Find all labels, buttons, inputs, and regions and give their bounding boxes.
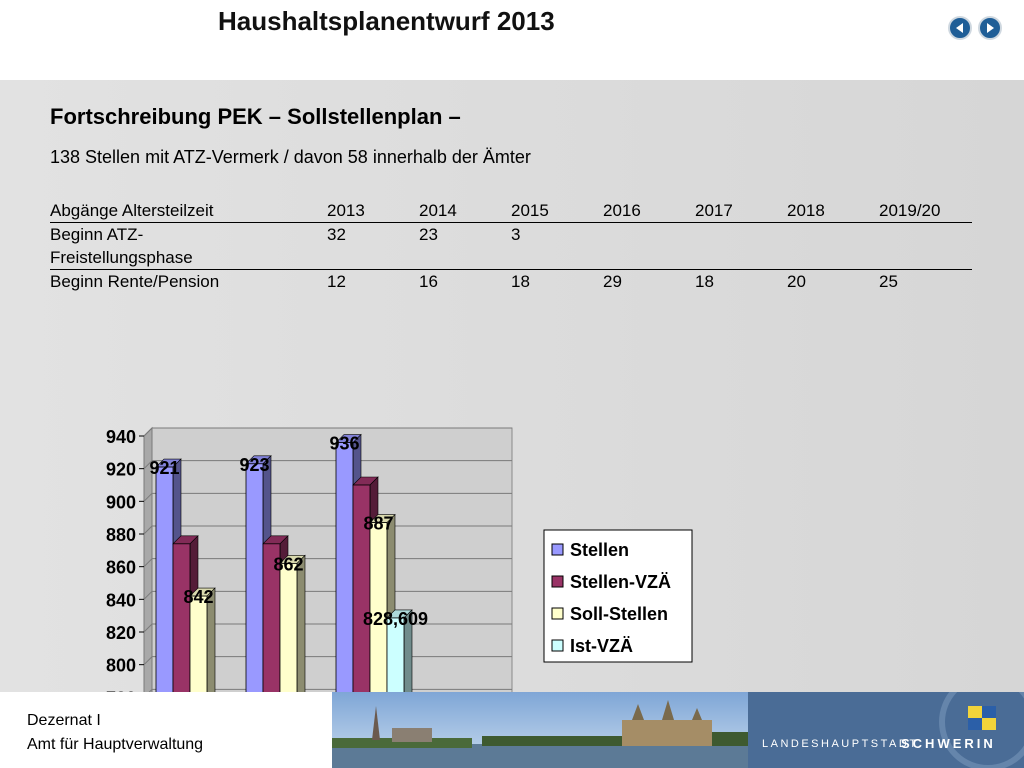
- table-cell: 20: [787, 272, 806, 291]
- office-line: Amt für Hauptverwaltung: [27, 736, 204, 753]
- gridline-diagonal: [143, 558, 153, 568]
- subtitle: 138 Stellen mit ATZ-Vermerk / davon 58 i…: [50, 147, 531, 167]
- legend-swatch: [551, 575, 564, 588]
- previous-icon[interactable]: [948, 16, 972, 40]
- table-cell: 18: [695, 272, 714, 291]
- section-title: Fortschreibung PEK – Sollstellenplan –: [50, 104, 461, 129]
- table-cell: [695, 222, 787, 270]
- gridline-diagonal: [143, 590, 153, 600]
- legend-swatch: [551, 607, 564, 620]
- table-row: Beginn ATZ- Freistellungsphase 32 23 3: [50, 222, 972, 270]
- table-cell: 23: [419, 222, 511, 270]
- gridline-diagonal: [143, 656, 153, 666]
- table-cell: 32: [327, 222, 419, 270]
- table-header-cell: 2019/20: [879, 199, 972, 223]
- data-label: 887: [363, 514, 393, 534]
- legend-label: Ist-VZÄ: [570, 636, 633, 656]
- brand-prefix: LANDESHAUPTSTADT: [762, 738, 919, 750]
- city-photo: [332, 692, 748, 768]
- slide-content: Fortschreibung PEK – Sollstellenplan – 1…: [0, 80, 1024, 766]
- city-brand: LANDESHAUPTSTADT SCHWERIN: [748, 692, 1024, 768]
- legend-label: Stellen-VZÄ: [570, 572, 671, 592]
- data-label: 842: [183, 587, 213, 607]
- table-row-label: Beginn Rente/Pension: [50, 272, 220, 291]
- legend-label: Soll-Stellen: [570, 604, 668, 624]
- table-row-label-line: Beginn ATZ-: [50, 225, 144, 244]
- table-cell: 25: [879, 272, 898, 291]
- page-title: Haushaltsplanentwurf 2013: [218, 6, 555, 36]
- table-cell: 18: [511, 272, 530, 291]
- table-cell: [879, 222, 972, 270]
- data-label: 862: [273, 554, 303, 574]
- y-tick-label: 900: [106, 492, 136, 512]
- table-cell: 12: [327, 272, 346, 291]
- gridline-diagonal: [143, 492, 153, 502]
- y-tick-label: 860: [106, 558, 136, 578]
- table-header-cell: 2017: [695, 199, 787, 223]
- y-tick-label: 920: [106, 460, 136, 480]
- atz-table: Abgänge Altersteilzeit 2013 2014 2015 20…: [50, 199, 972, 293]
- table-row-label-line: Freistellungsphase: [50, 248, 193, 267]
- y-tick-label: 820: [106, 623, 136, 643]
- table-cell: 16: [419, 272, 438, 291]
- y-tick-label: 800: [106, 656, 136, 676]
- table-cell: [603, 222, 695, 270]
- gridline-diagonal: [143, 427, 153, 437]
- gridline-diagonal: [143, 460, 153, 470]
- data-label: 923: [239, 455, 269, 475]
- legend-swatch: [551, 639, 564, 652]
- table-cell: 3: [511, 222, 603, 270]
- header: Haushaltsplanentwurf 2013: [0, 0, 1024, 80]
- data-label: 936: [329, 434, 359, 454]
- legend-box: [543, 529, 693, 663]
- table-cell: 29: [603, 272, 622, 291]
- table-header-cell: 2014: [419, 199, 511, 223]
- table-header-cell: 2018: [787, 199, 879, 223]
- y-tick-label: 940: [106, 427, 136, 447]
- data-label: 921: [149, 458, 179, 478]
- gridline-diagonal: [143, 623, 153, 633]
- next-icon[interactable]: [978, 16, 1002, 40]
- city-seal-watermark: [939, 692, 1024, 768]
- bar: [245, 463, 264, 731]
- footer: Dezernat I Amt für Hauptverwaltung: [0, 692, 1024, 768]
- bar: [155, 466, 174, 731]
- table-header-cell: 2016: [603, 199, 695, 223]
- table-cell: [787, 222, 879, 270]
- legend-swatch: [551, 543, 564, 556]
- bar: [335, 442, 354, 731]
- y-tick-label: 840: [106, 590, 136, 610]
- table-header-cell: Abgänge Altersteilzeit: [50, 199, 327, 223]
- data-label: 828,609: [363, 609, 428, 629]
- brand-city: SCHWERIN: [901, 736, 996, 751]
- table-header-cell: 2013: [327, 199, 419, 223]
- department-line: Dezernat I: [27, 712, 101, 729]
- table-header-cell: 2015: [511, 199, 603, 223]
- table-row-label: Beginn ATZ- Freistellungsphase: [50, 222, 327, 270]
- table-header-row: Abgänge Altersteilzeit 2013 2014 2015 20…: [50, 199, 972, 223]
- gridline-diagonal: [143, 525, 153, 535]
- y-tick-label: 880: [106, 525, 136, 545]
- table-row: Beginn Rente/Pension 12 16 18 29 18 20 2…: [50, 270, 972, 294]
- legend-label: Stellen: [570, 540, 629, 560]
